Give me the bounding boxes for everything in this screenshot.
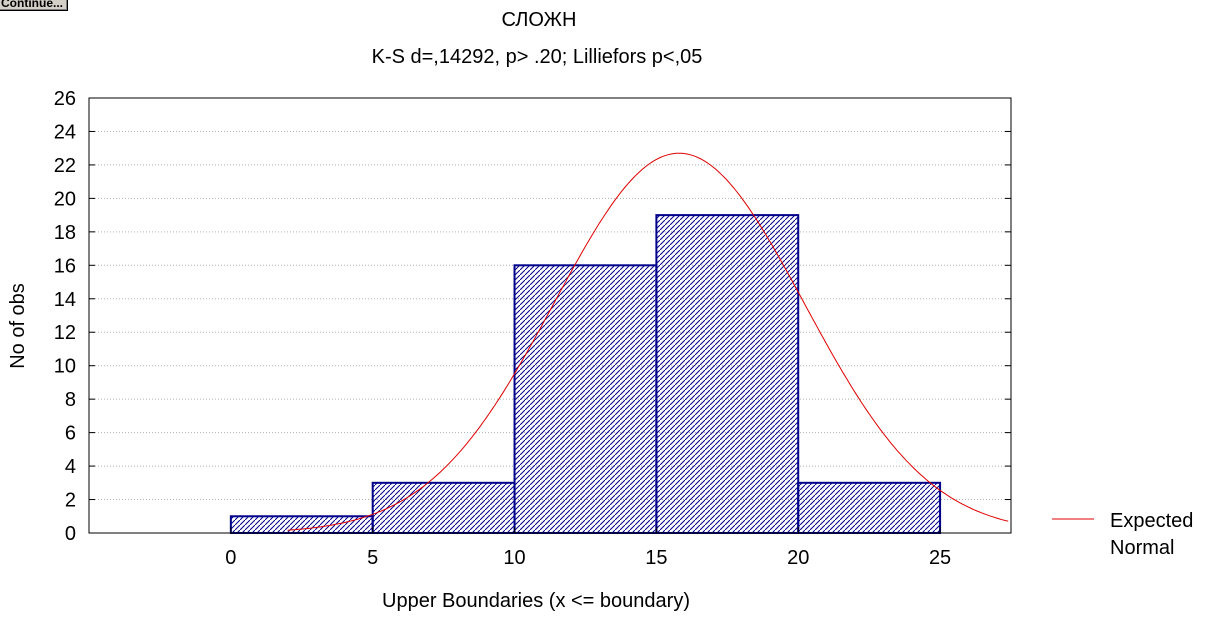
y-tick-label: 8 <box>65 389 76 411</box>
histogram-bar <box>655 214 800 534</box>
histogram-bar <box>229 515 374 534</box>
y-tick-label: 18 <box>54 222 76 244</box>
y-tick-label: 10 <box>54 356 76 378</box>
y-tick-label: 14 <box>54 289 76 311</box>
x-axis-ticks: 0 5 10 15 20 25 <box>225 527 951 569</box>
x-tick-label: 20 <box>787 547 809 569</box>
legend-label-line1: Expected <box>1110 510 1193 532</box>
x-axis-label: Upper Boundaries (x <= boundary) <box>382 590 690 612</box>
y-tick-label: 22 <box>54 155 76 177</box>
normal-curve <box>287 152 1009 531</box>
plot-frame <box>88 97 1012 534</box>
x-tick-label: 10 <box>503 547 525 569</box>
legend: Expected Normal <box>1052 510 1193 559</box>
histogram-bars <box>229 214 942 534</box>
y-tick-label: 6 <box>65 423 76 445</box>
y-tick-label: 16 <box>54 255 76 277</box>
expected-normal-curve <box>287 152 1009 531</box>
x-tick-label: 25 <box>929 547 951 569</box>
x-tick-label: 5 <box>367 547 378 569</box>
y-tick-label: 12 <box>54 322 76 344</box>
grid-lines <box>89 130 1011 501</box>
x-tick-label: 0 <box>225 547 236 569</box>
histogram-bar <box>513 264 658 534</box>
x-tick-label: 15 <box>645 547 667 569</box>
chart-title: СЛОЖН <box>502 9 577 31</box>
y-tick-label: 24 <box>54 121 76 143</box>
y-tick-label: 26 <box>54 88 76 110</box>
continue-button[interactable]: Continue... <box>0 0 68 11</box>
chart-subtitle: K-S d=,14292, p> .20; Lilliefors p<,05 <box>372 46 703 68</box>
legend-label-line2: Normal <box>1110 537 1174 559</box>
histogram-bar <box>371 481 516 534</box>
histogram-bar <box>797 481 942 534</box>
y-tick-label: 0 <box>65 523 76 545</box>
y-axis-label: No of obs <box>7 283 29 369</box>
y-tick-label: 2 <box>65 490 76 512</box>
y-tick-label: 4 <box>65 456 76 478</box>
y-tick-label: 20 <box>54 188 76 210</box>
